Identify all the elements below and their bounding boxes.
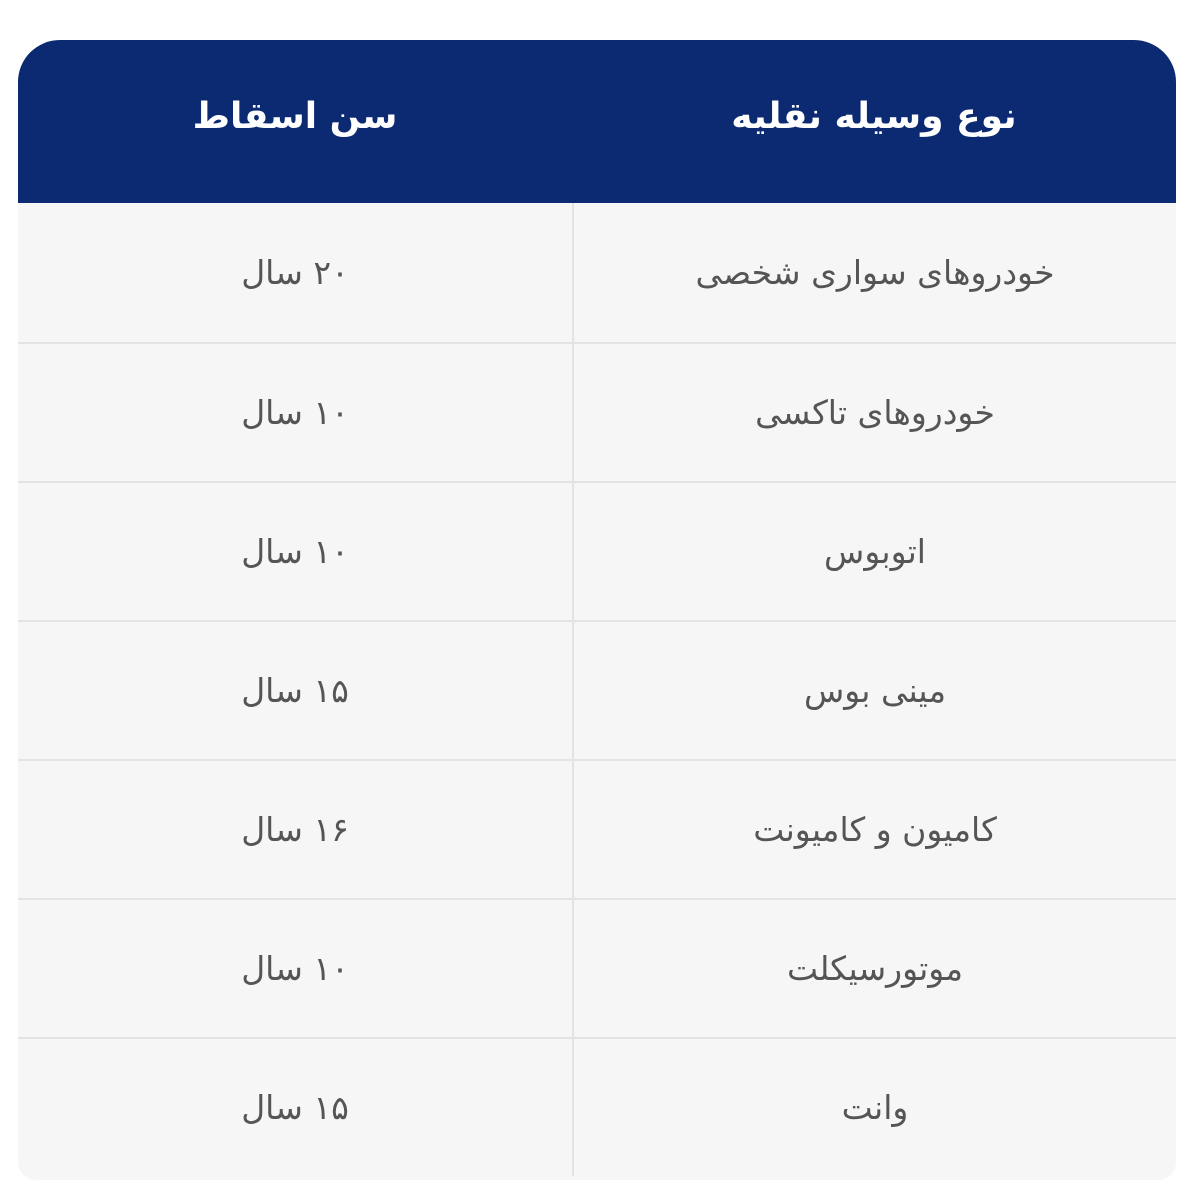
table-row: خودروهای تاکسی ۱۰ سال [18, 342, 1176, 481]
table-row: کامیون و کامیونت ۱۶ سال [18, 759, 1176, 898]
table-row: وانت ۱۵ سال [18, 1037, 1176, 1176]
scrap-age-cell: ۱۵ سال [241, 1088, 349, 1127]
scrap-age-cell: ۱۰ سال [241, 393, 349, 432]
vehicle-type-cell: کامیون و کامیونت [572, 761, 1176, 898]
scrap-age-cell: ۱۰ سال [241, 532, 349, 571]
table-row: موتورسیکلت ۱۰ سال [18, 898, 1176, 1037]
vehicle-type-cell: اتوبوس [572, 483, 1176, 620]
table-row: مینی بوس ۱۵ سال [18, 620, 1176, 759]
vehicle-type-cell: خودروهای سواری شخصی [572, 203, 1176, 342]
vehicle-type-cell: خودروهای تاکسی [572, 344, 1176, 481]
scrap-age-cell: ۱۶ سال [241, 810, 349, 849]
scrap-age-cell: ۱۵ سال [241, 671, 349, 710]
vehicle-type-cell: وانت [572, 1039, 1176, 1176]
header-scrap-age: سن اسقاط [192, 96, 398, 137]
scrap-age-cell: ۲۰ سال [241, 253, 349, 292]
table-header: نوع وسیله نقلیه سن اسقاط [18, 40, 1176, 203]
scrap-age-cell: ۱۰ سال [241, 949, 349, 988]
table-row: اتوبوس ۱۰ سال [18, 481, 1176, 620]
vehicle-scrap-age-table: نوع وسیله نقلیه سن اسقاط خودروهای سواری … [18, 40, 1176, 1180]
header-vehicle-type: نوع وسیله نقلیه [731, 96, 1017, 137]
table-row: خودروهای سواری شخصی ۲۰ سال [18, 203, 1176, 342]
vehicle-type-cell: مینی بوس [572, 622, 1176, 759]
vehicle-type-cell: موتورسیکلت [572, 900, 1176, 1037]
